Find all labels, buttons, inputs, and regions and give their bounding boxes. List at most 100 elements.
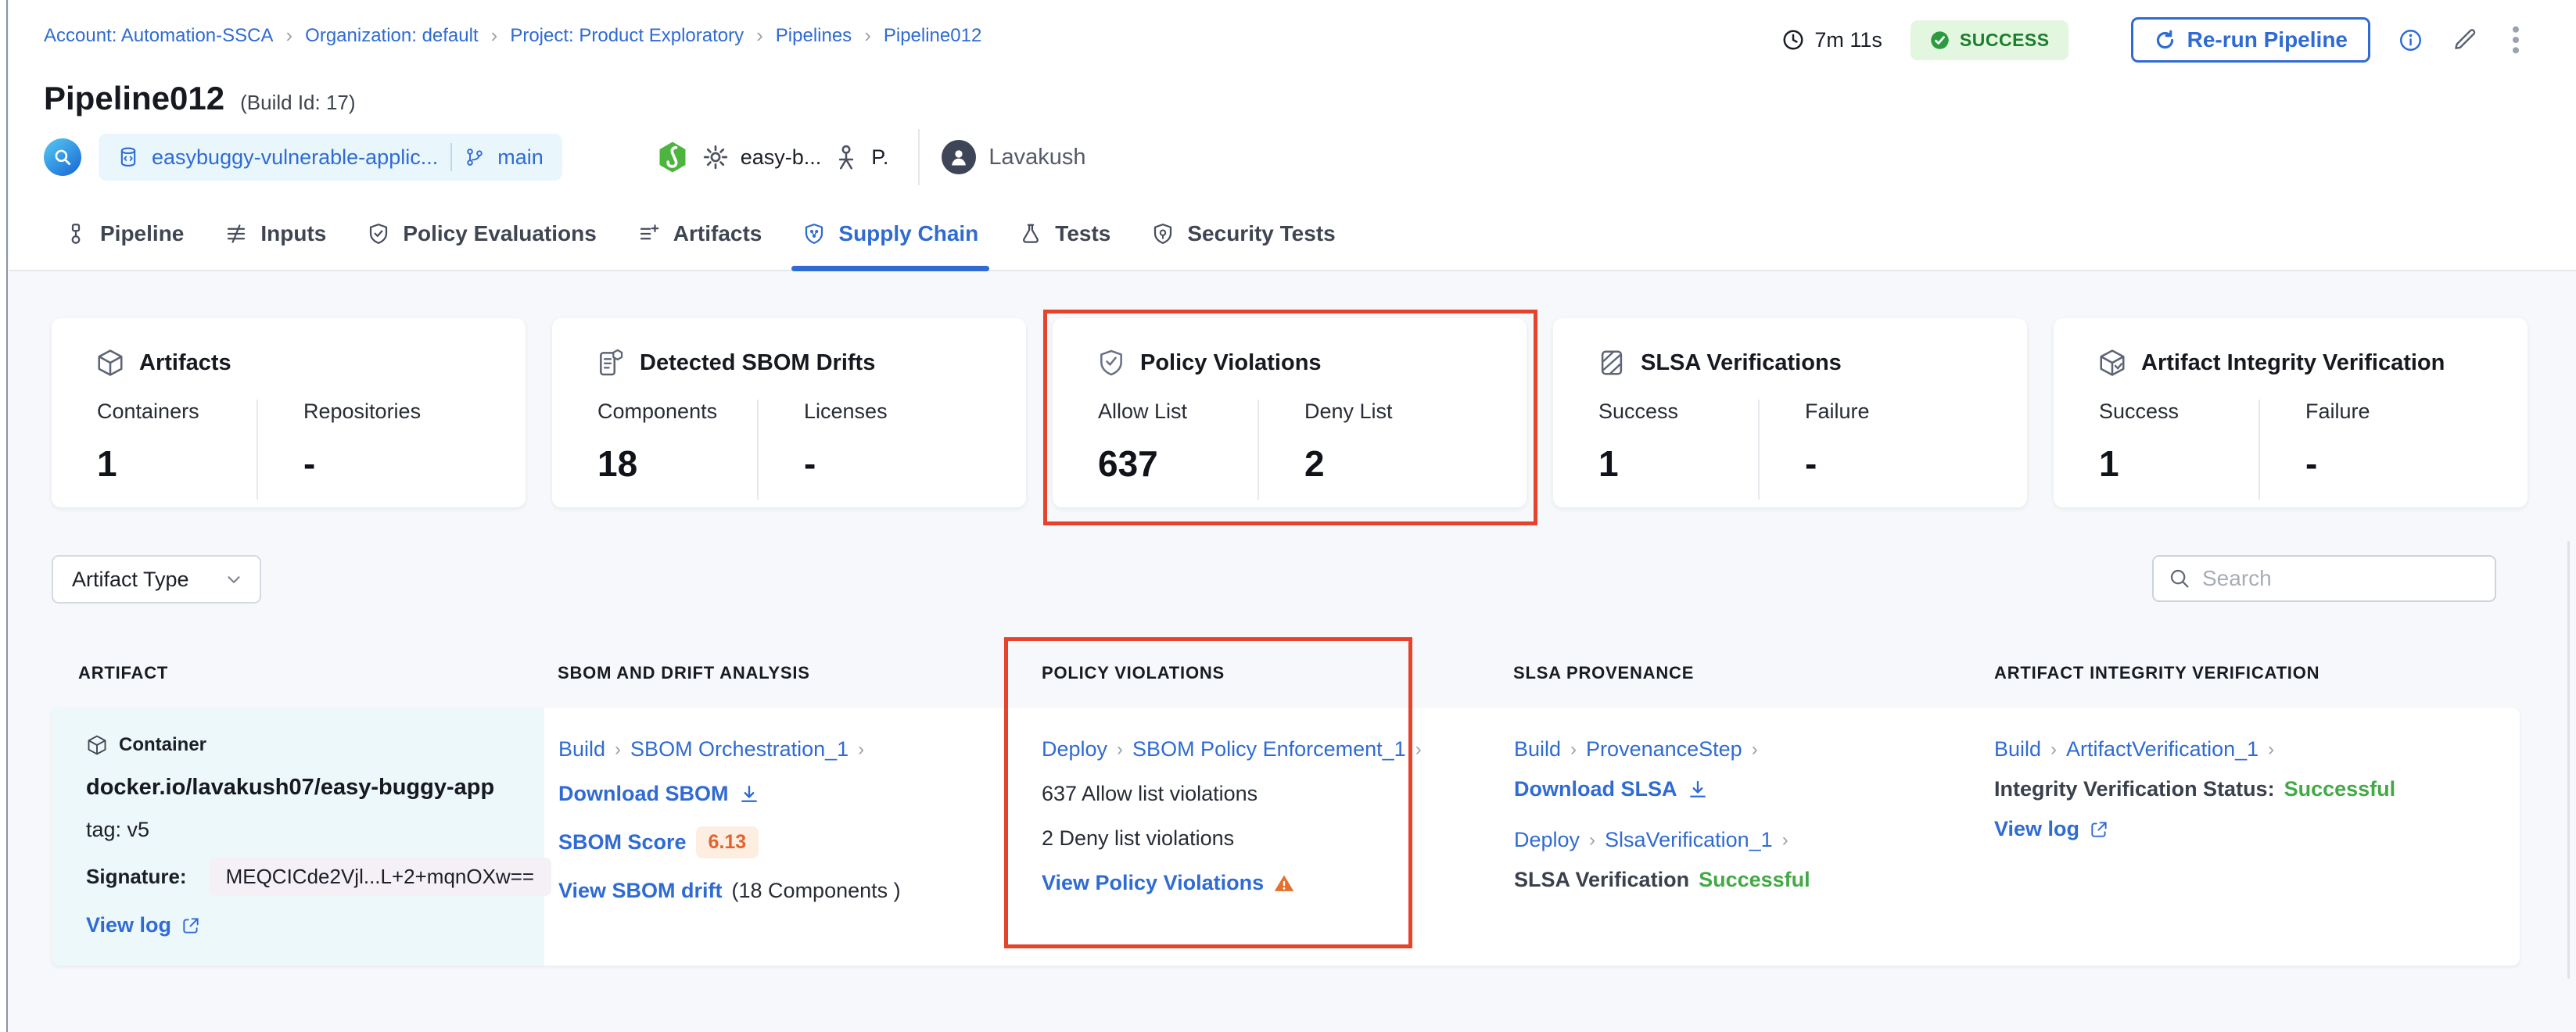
download-icon xyxy=(1687,779,1709,801)
breadcrumb-pipelines[interactable]: Pipelines xyxy=(775,24,852,46)
trigger-name: easy-b... xyxy=(740,145,822,169)
check-circle-icon xyxy=(1929,30,1950,51)
download-sbom-link[interactable]: Download SBOM xyxy=(558,782,729,805)
crumb-separator: › xyxy=(1117,738,1124,760)
tab-label: Supply Chain xyxy=(838,221,979,245)
gear-icon xyxy=(701,143,730,171)
integrity-status-label: Integrity Verification Status: xyxy=(1994,777,2275,801)
stat-label: Success xyxy=(1598,400,1679,423)
tab-inputs[interactable]: Inputs xyxy=(204,221,346,270)
slsa-provenance-step-link[interactable]: ProvenanceStep xyxy=(1586,737,1742,761)
stat-value: 18 xyxy=(597,443,638,484)
view-log-link[interactable]: View log xyxy=(86,913,172,937)
security-tests-icon xyxy=(1151,222,1175,245)
trigger-info: easy-b... P. xyxy=(655,139,888,175)
edit-icon[interactable] xyxy=(2451,27,2477,53)
integrity-status-value: Successful xyxy=(2284,777,2396,801)
download-slsa-link[interactable]: Download SLSA xyxy=(1514,777,1677,801)
sbom-score-link[interactable]: SBOM Score xyxy=(558,830,687,854)
slsa-doc-icon xyxy=(1597,348,1627,378)
search-input[interactable] xyxy=(2202,566,2485,591)
crumb-separator: › xyxy=(615,738,622,760)
breadcrumb: Account: Automation-SSCA › Organization:… xyxy=(44,23,981,48)
tab-pipeline[interactable]: Pipeline xyxy=(44,221,204,270)
column-header-artifact: ARTIFACT xyxy=(78,663,169,683)
left-nav-edge xyxy=(0,0,8,1032)
column-header-integrity: ARTIFACT INTEGRITY VERIFICATION xyxy=(1994,663,2320,683)
stat-value: - xyxy=(1805,443,1817,484)
integrity-step-link[interactable]: ArtifactVerification_1 xyxy=(2066,737,2259,761)
card-title: Policy Violations xyxy=(1140,349,1322,375)
stat-label: Containers xyxy=(97,400,199,423)
column-header-slsa: SLSA PROVENANCE xyxy=(1513,663,1695,683)
crumb-separator: › xyxy=(2050,738,2058,760)
crumb-separator: › xyxy=(1570,738,1577,760)
external-link-icon xyxy=(2089,819,2109,840)
card-title: SLSA Verifications xyxy=(1641,349,1842,375)
stat-label: Success xyxy=(2099,400,2180,423)
stat-label: Licenses xyxy=(804,400,888,423)
sbom-step-link[interactable]: SBOM Orchestration_1 xyxy=(630,737,849,761)
crumb-separator: › xyxy=(1751,738,1758,760)
crumb-separator: › xyxy=(2268,738,2275,760)
tab-supply-chain[interactable]: Supply Chain xyxy=(782,221,999,271)
card-slsa-verifications: SLSA Verifications Success 1 Failure - xyxy=(1553,318,2027,507)
sbom-stage-link[interactable]: Build xyxy=(558,737,606,761)
stat-value: - xyxy=(2305,443,2318,484)
repository-icon xyxy=(117,146,139,168)
user-name: Lavakush xyxy=(988,144,1086,170)
tab-security-tests[interactable]: Security Tests xyxy=(1131,221,1355,270)
view-policy-violations-link[interactable]: View Policy Violations xyxy=(1042,871,1265,894)
card-title: Artifact Integrity Verification xyxy=(2141,349,2445,375)
card-artifact-integrity: Artifact Integrity Verification Success 1… xyxy=(2054,318,2528,507)
breadcrumb-account[interactable]: Account: Automation-SSCA xyxy=(44,24,274,46)
scrollbar[interactable] xyxy=(2567,541,2570,979)
stat-value: 1 xyxy=(97,443,117,484)
avatar xyxy=(942,140,977,174)
external-link-icon xyxy=(181,916,201,936)
warning-icon xyxy=(1273,873,1295,894)
breadcrumb-project[interactable]: Project: Product Exploratory xyxy=(510,24,744,46)
info-icon[interactable] xyxy=(2398,28,2423,52)
tab-artifacts[interactable]: Artifacts xyxy=(617,221,783,270)
artifact-type-dropdown[interactable]: Artifact Type xyxy=(52,555,261,604)
integrity-stage-link[interactable]: Build xyxy=(1994,737,2042,761)
card-sbom-drifts: Detected SBOM Drifts Components 18 Licens… xyxy=(552,318,1026,507)
tab-tests[interactable]: Tests xyxy=(999,221,1131,270)
stat-value: 1 xyxy=(1598,443,1619,484)
view-sbom-drift-link[interactable]: View SBOM drift xyxy=(558,879,723,902)
policy-shield-icon xyxy=(1096,348,1126,378)
trigger-user-icon xyxy=(832,143,860,171)
allow-list-violations: 637 Allow list violations xyxy=(1042,782,1258,805)
view-log-link[interactable]: View log xyxy=(1994,817,2080,840)
module-icon xyxy=(44,138,81,176)
crumb-separator: › xyxy=(1589,829,1596,851)
deny-list-violations: 2 Deny list violations xyxy=(1042,826,1235,850)
branch-link[interactable]: main xyxy=(497,145,544,169)
card-title: Detected SBOM Drifts xyxy=(640,349,876,375)
tab-bar: Pipeline Inputs Policy Evaluations Artif… xyxy=(44,221,1356,271)
slsa-deploy-stage-link[interactable]: Deploy xyxy=(1514,828,1580,851)
sbom-score-badge: 6.13 xyxy=(695,826,759,858)
container-cube-icon xyxy=(86,734,108,756)
kebab-menu-icon[interactable] xyxy=(2510,24,2521,56)
slsa-verification-step-link[interactable]: SlsaVerification_1 xyxy=(1605,828,1773,851)
repo-link[interactable]: easybuggy-vulnerable-applic... xyxy=(152,145,439,169)
breadcrumb-pipeline012[interactable]: Pipeline012 xyxy=(883,24,982,46)
slsa-build-stage-link[interactable]: Build xyxy=(1514,737,1562,761)
crumb-separator: › xyxy=(1415,738,1422,760)
repo-pill: easybuggy-vulnerable-applic... main xyxy=(99,134,562,181)
policy-step-link[interactable]: SBOM Policy Enforcement_1 xyxy=(1132,737,1406,761)
stat-value: 637 xyxy=(1098,443,1158,484)
stat-label: Failure xyxy=(2305,400,2370,423)
breadcrumb-organization[interactable]: Organization: default xyxy=(305,24,479,46)
tab-policy-evaluations[interactable]: Policy Evaluations xyxy=(346,221,616,270)
artifact-type-label: Artifact Type xyxy=(72,567,189,591)
artifacts-icon xyxy=(637,222,661,245)
pipeline-icon xyxy=(64,222,88,245)
branch-icon xyxy=(465,147,485,167)
integrity-cube-icon xyxy=(2097,348,2127,378)
rerun-pipeline-button[interactable]: Re-run Pipeline xyxy=(2130,17,2370,63)
execution-meta: easybuggy-vulnerable-applic... main easy… xyxy=(44,129,1086,185)
policy-stage-link[interactable]: Deploy xyxy=(1042,737,1108,761)
